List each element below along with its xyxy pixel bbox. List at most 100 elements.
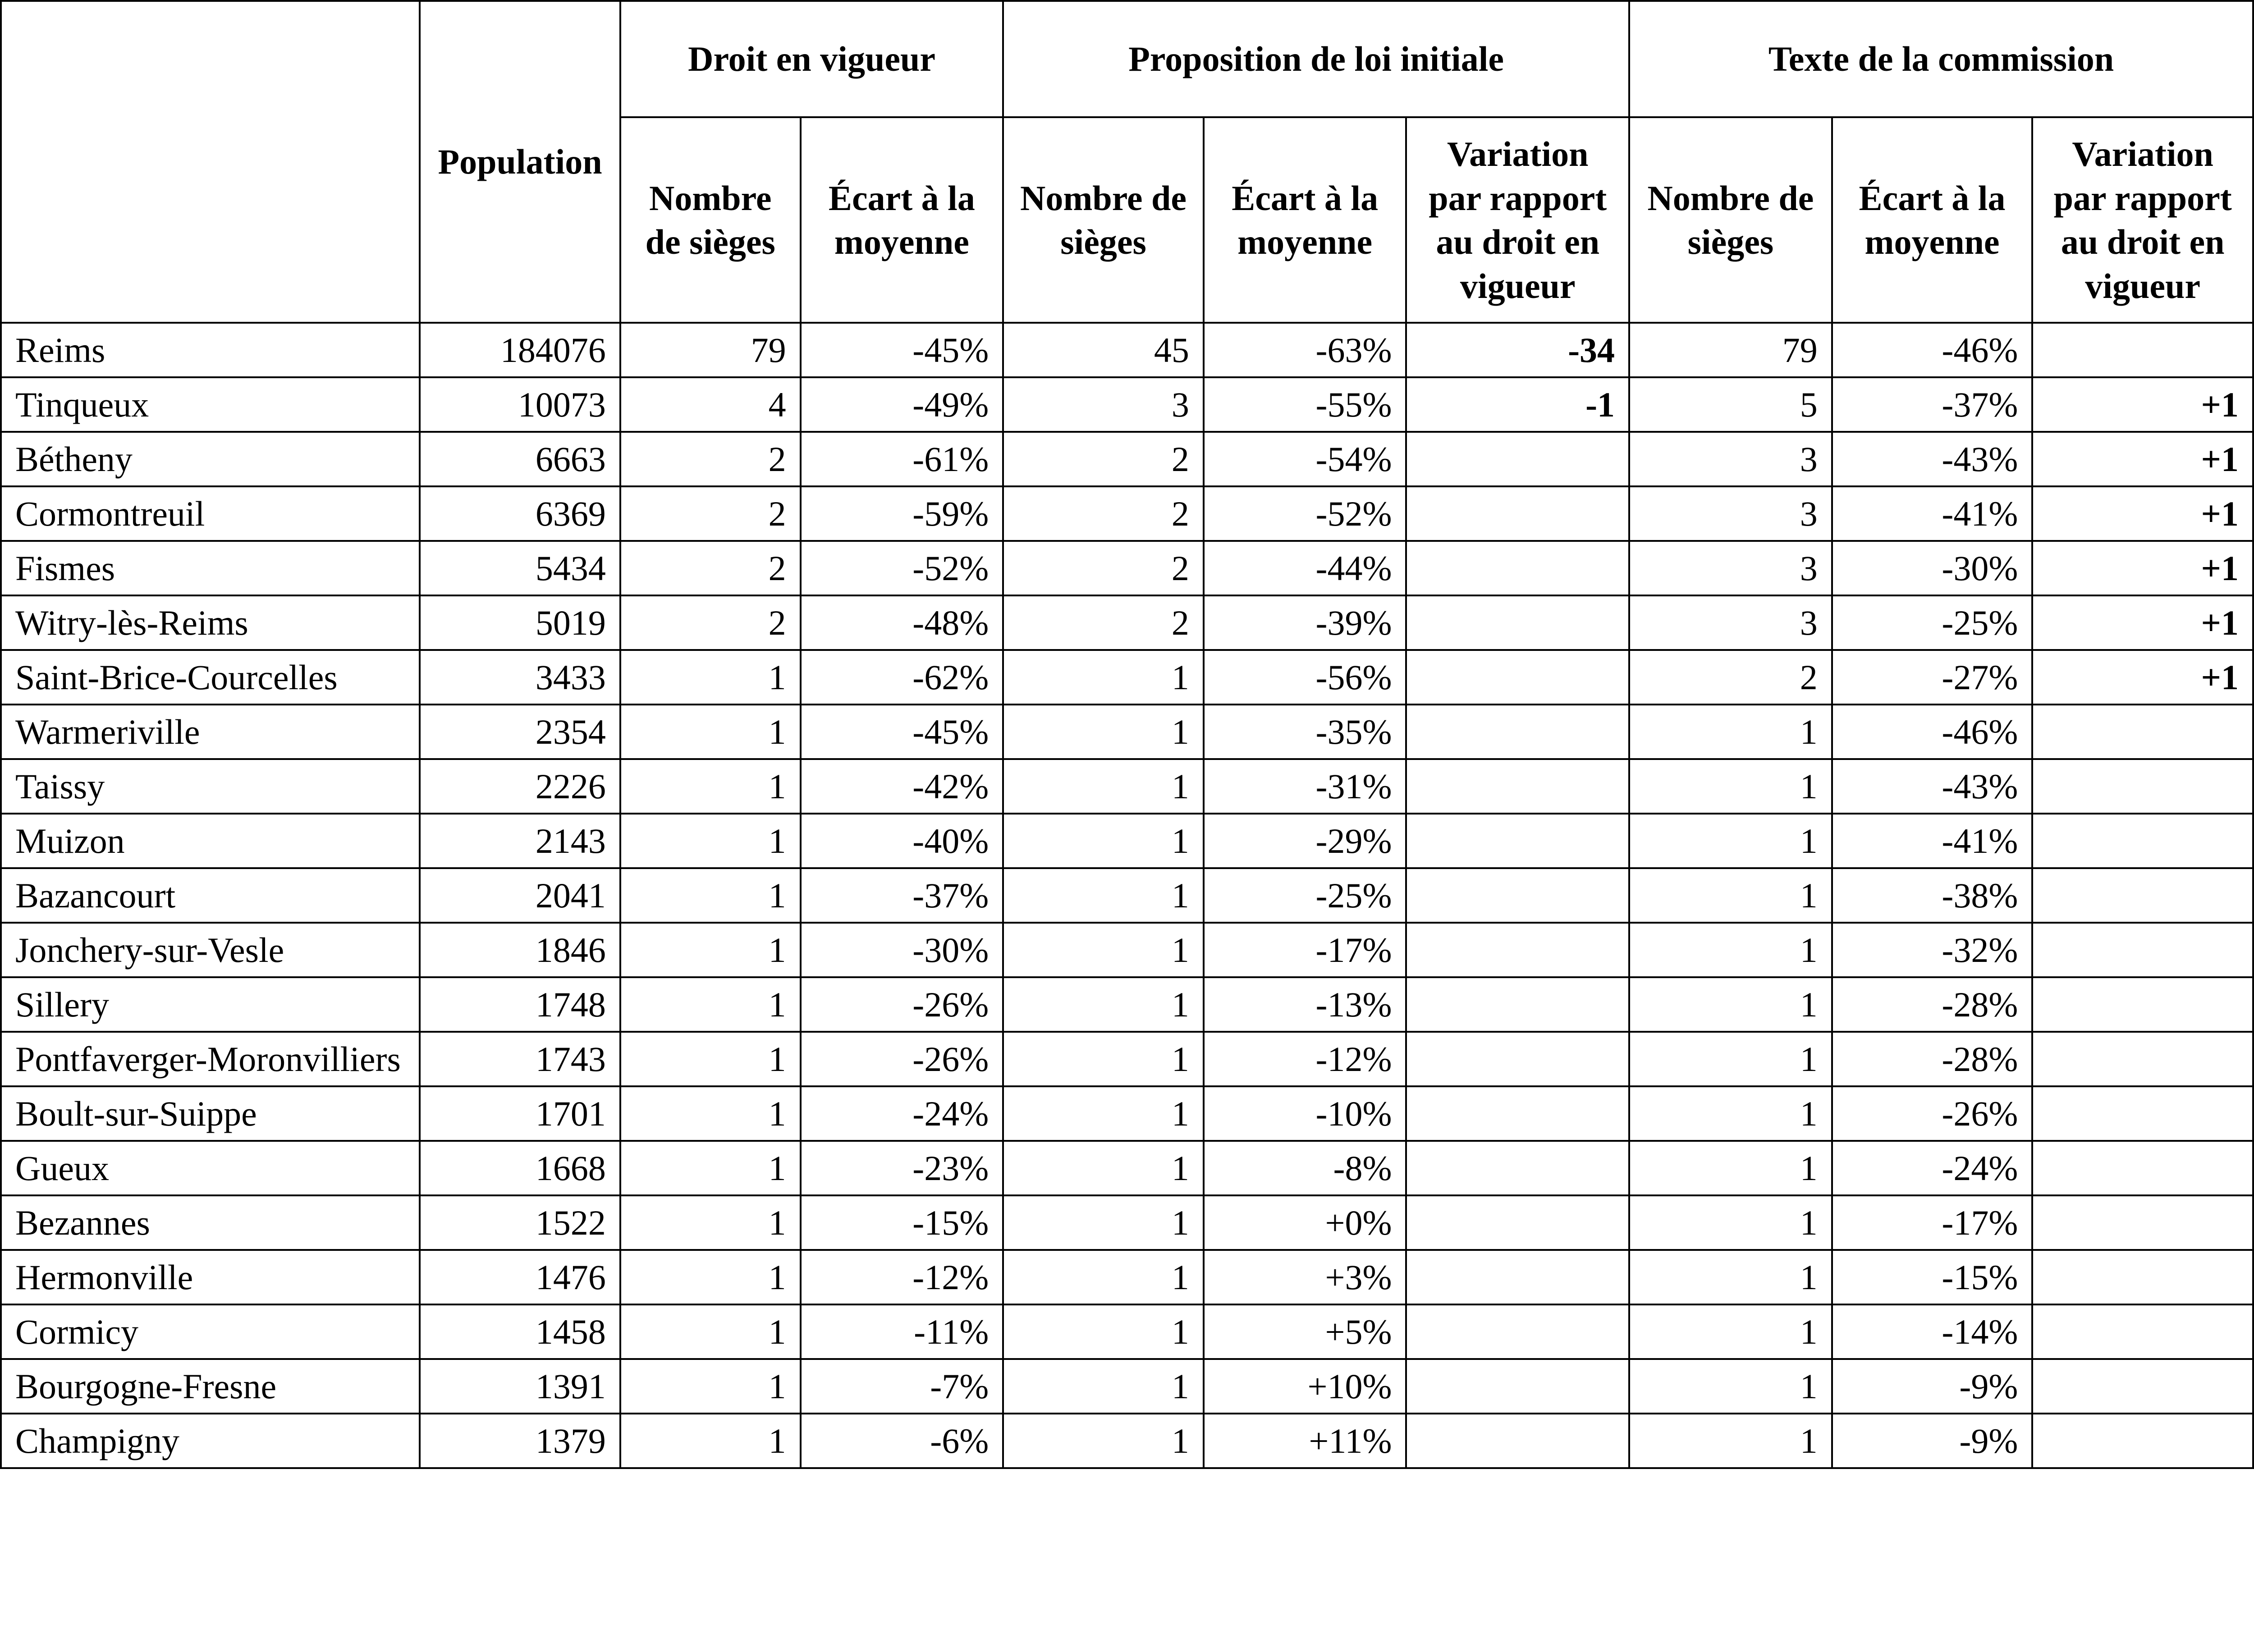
table-row: Bourgogne-Fresne 1391 1 -7% 1 +10% 1 -9%	[0, 1358, 2254, 1414]
seats-commission-cell: 3	[1628, 431, 1833, 487]
ecart-commission-cell: -9%	[1831, 1413, 2034, 1469]
commune-cell: Muizon	[0, 813, 421, 869]
seats-commission-cell: 1	[1628, 1140, 1833, 1196]
seats-commission-cell: 5	[1628, 376, 1833, 433]
seats-current-cell: 79	[619, 322, 802, 378]
ecart-current-cell: -45%	[799, 704, 1004, 760]
seats-current-cell: 2	[619, 485, 802, 542]
ecart-initial-cell: -10%	[1202, 1085, 1407, 1142]
seats-commission-cell: 79	[1628, 322, 1833, 378]
seats-initial-cell: 1	[1002, 1249, 1205, 1305]
seats-initial-cell: 1	[1002, 922, 1205, 978]
population-cell: 1743	[419, 1031, 621, 1087]
seats-current-cell: 1	[619, 976, 802, 1033]
table-row: Tinqueux 10073 4 -49% 3 -55% -1 5 -37% +1	[0, 376, 2254, 433]
population-cell: 2226	[419, 758, 621, 815]
seats-commission-cell: 1	[1628, 867, 1833, 924]
ecart-current-cell: -11%	[799, 1304, 1004, 1360]
seats-initial-cell: 45	[1002, 322, 1205, 378]
seats-initial-cell: 1	[1002, 1140, 1205, 1196]
ecart-current-cell: -59%	[799, 485, 1004, 542]
commune-cell: Bezannes	[0, 1194, 421, 1251]
population-header: Population	[419, 0, 621, 324]
commune-header	[0, 0, 421, 324]
ecart-initial-cell: -25%	[1202, 867, 1407, 924]
variation-commission-cell: +1	[2031, 540, 2254, 596]
table-row: Gueux 1668 1 -23% 1 -8% 1 -24%	[0, 1140, 2254, 1196]
variation-commission-cell	[2031, 1085, 2254, 1142]
seats-initial-cell: 1	[1002, 867, 1205, 924]
ecart-commission-cell: -43%	[1831, 758, 2034, 815]
seats-initial-cell: 1	[1002, 649, 1205, 705]
ecart-current-cell: -37%	[799, 867, 1004, 924]
variation-commission-cell: +1	[2031, 595, 2254, 651]
ecart-initial-cell: -35%	[1202, 704, 1407, 760]
commune-cell: Fismes	[0, 540, 421, 596]
variation-initial-cell	[1405, 1249, 1631, 1305]
population-cell: 1748	[419, 976, 621, 1033]
seats-commission-cell: 3	[1628, 540, 1833, 596]
ecart-initial-cell: +0%	[1202, 1194, 1407, 1251]
population-cell: 5019	[419, 595, 621, 651]
commune-cell: Gueux	[0, 1140, 421, 1196]
variation-initial-cell	[1405, 867, 1631, 924]
ecart-commission-cell: -9%	[1831, 1358, 2034, 1414]
seats-commission-cell: 1	[1628, 976, 1833, 1033]
seats-current-cell: 2	[619, 540, 802, 596]
ecart-current-cell: -40%	[799, 813, 1004, 869]
variation-initial-cell	[1405, 1085, 1631, 1142]
variation-initial-cell	[1405, 540, 1631, 596]
ecart-initial-cell: -8%	[1202, 1140, 1407, 1196]
population-cell: 6663	[419, 431, 621, 487]
ecart-current-cell: -7%	[799, 1358, 1004, 1414]
ecart-header: Écart à la moyenne	[1202, 116, 1407, 324]
table-row: Witry-lès-Reims 5019 2 -48% 2 -39% 3 -25% +1	[0, 595, 2254, 651]
ecart-commission-cell: -26%	[1831, 1085, 2034, 1142]
seats-current-cell: 2	[619, 595, 802, 651]
variation-initial-cell	[1405, 1031, 1631, 1087]
table-body: Reims 184076 79 -45% 45 -63% -34 79 -46% Tinqueux…	[0, 322, 2254, 1469]
variation-commission-cell	[2031, 1413, 2254, 1469]
ecart-current-cell: -15%	[799, 1194, 1004, 1251]
seats-commission-cell: 3	[1628, 595, 1833, 651]
seats-commission-cell: 1	[1628, 813, 1833, 869]
population-cell: 1846	[419, 922, 621, 978]
ecart-initial-cell: -12%	[1202, 1031, 1407, 1087]
commune-cell: Bétheny	[0, 431, 421, 487]
seats-current-cell: 1	[619, 649, 802, 705]
population-cell: 1476	[419, 1249, 621, 1305]
ecart-initial-cell: -44%	[1202, 540, 1407, 596]
variation-initial-cell	[1405, 758, 1631, 815]
commune-cell: Saint-Brice-Courcelles	[0, 649, 421, 705]
seats-current-cell: 1	[619, 922, 802, 978]
table-row: Taissy 2226 1 -42% 1 -31% 1 -43%	[0, 758, 2254, 815]
seats-commission-cell: 3	[1628, 485, 1833, 542]
ecart-commission-cell: -28%	[1831, 976, 2034, 1033]
ecart-current-cell: -45%	[799, 322, 1004, 378]
population-cell: 2143	[419, 813, 621, 869]
table-row: Warmeriville 2354 1 -45% 1 -35% 1 -46%	[0, 704, 2254, 760]
seats-current-cell: 1	[619, 1031, 802, 1087]
population-cell: 2354	[419, 704, 621, 760]
seats-current-cell: 4	[619, 376, 802, 433]
table-row: Bezannes 1522 1 -15% 1 +0% 1 -17%	[0, 1194, 2254, 1251]
ecart-current-cell: -62%	[799, 649, 1004, 705]
ecart-current-cell: -42%	[799, 758, 1004, 815]
variation-initial-cell	[1405, 976, 1631, 1033]
ecart-current-cell: -52%	[799, 540, 1004, 596]
seats-current-cell: 1	[619, 758, 802, 815]
commune-cell: Bazancourt	[0, 867, 421, 924]
population-cell: 5434	[419, 540, 621, 596]
population-cell: 184076	[419, 322, 621, 378]
proposition-initiale-header: Proposition de loi initiale	[1002, 0, 1631, 118]
seats-header: Nombre de sièges	[1628, 116, 1833, 324]
variation-initial-cell	[1405, 813, 1631, 869]
population-cell: 10073	[419, 376, 621, 433]
ecart-commission-cell: -14%	[1831, 1304, 2034, 1360]
variation-initial-cell	[1405, 1413, 1631, 1469]
variation-initial-cell	[1405, 1194, 1631, 1251]
seats-current-cell: 1	[619, 1140, 802, 1196]
variation-header: Variation par rapport au droit en vigueu…	[2031, 116, 2254, 324]
seats-initial-cell: 1	[1002, 1358, 1205, 1414]
ecart-commission-cell: -43%	[1831, 431, 2034, 487]
